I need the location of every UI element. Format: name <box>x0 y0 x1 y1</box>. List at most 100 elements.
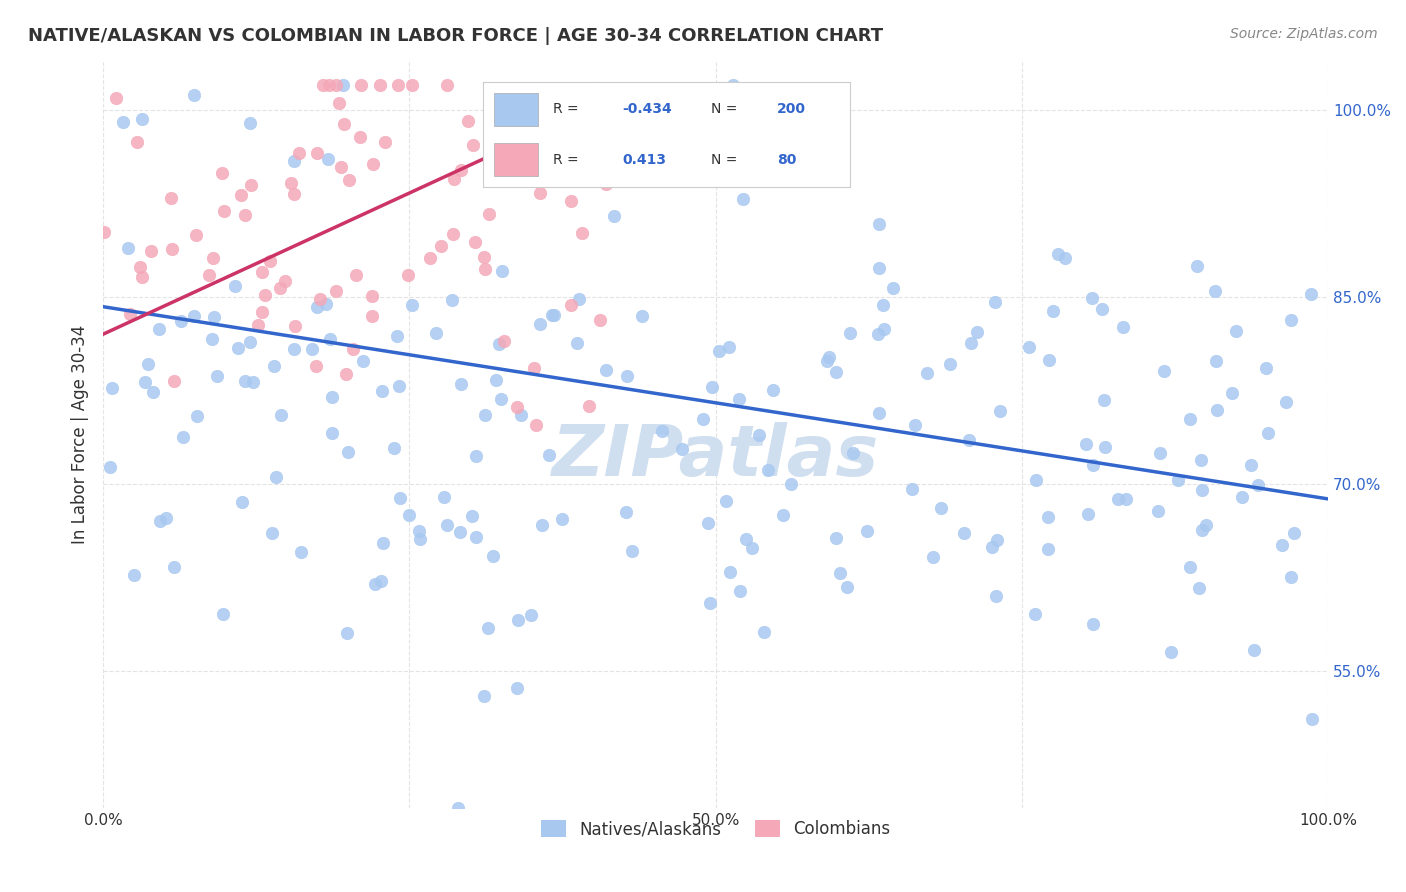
Point <box>491 264 513 278</box>
Point <box>333 117 356 131</box>
Point <box>464 235 486 249</box>
Point <box>1077 508 1099 522</box>
Point <box>1191 483 1213 497</box>
Point <box>1275 394 1298 409</box>
Point <box>1107 492 1129 507</box>
Point <box>226 341 249 355</box>
Point <box>922 550 945 565</box>
Point <box>450 162 472 177</box>
Point <box>1205 354 1227 368</box>
Point <box>472 690 495 704</box>
Point <box>112 114 135 128</box>
Point <box>1178 411 1201 425</box>
Point <box>565 336 588 351</box>
Point <box>408 524 430 538</box>
Point <box>651 424 673 438</box>
Point <box>1081 291 1104 305</box>
Point <box>460 508 482 523</box>
Point <box>274 274 297 288</box>
Point <box>733 192 755 206</box>
Point <box>873 322 896 336</box>
Point <box>560 298 582 312</box>
Point <box>571 226 593 240</box>
Point <box>1094 440 1116 454</box>
Point <box>524 418 547 433</box>
Point <box>239 116 262 130</box>
Point <box>984 294 1007 309</box>
Point <box>1160 645 1182 659</box>
Point <box>702 380 724 394</box>
Point <box>163 560 186 574</box>
Point <box>568 293 591 307</box>
Point <box>603 209 626 223</box>
Legend: Natives/Alaskans, Colombians: Natives/Alaskans, Colombians <box>534 814 897 845</box>
Point <box>520 608 543 623</box>
Point <box>250 304 273 318</box>
Point <box>155 511 177 525</box>
Point <box>957 433 980 447</box>
Point <box>986 589 1008 603</box>
Point <box>125 135 148 149</box>
Point <box>337 172 360 186</box>
Point <box>1239 458 1261 473</box>
Point <box>332 78 354 92</box>
Point <box>1243 642 1265 657</box>
Point <box>328 96 350 111</box>
Point <box>748 427 770 442</box>
Point <box>120 307 142 321</box>
Point <box>855 524 877 539</box>
Point <box>321 390 343 404</box>
Point <box>388 378 411 392</box>
Point <box>100 381 122 395</box>
Point <box>224 279 246 293</box>
Point <box>1091 301 1114 316</box>
Point <box>371 384 394 398</box>
Point <box>1074 437 1097 451</box>
Point <box>717 340 740 354</box>
Point <box>162 374 184 388</box>
Point <box>350 78 373 92</box>
Point <box>239 335 262 350</box>
Point <box>283 154 305 169</box>
Point <box>481 549 503 563</box>
Point <box>305 146 328 161</box>
Point <box>478 207 501 221</box>
Point <box>779 477 801 491</box>
Point <box>1112 320 1135 334</box>
Point <box>558 172 581 186</box>
Point <box>756 463 779 477</box>
Point <box>269 280 291 294</box>
Point <box>136 357 159 371</box>
Point <box>211 607 233 621</box>
Point <box>868 260 890 275</box>
Point <box>508 613 530 627</box>
Point <box>464 449 486 463</box>
Point <box>443 172 465 186</box>
Point <box>330 160 353 174</box>
Point <box>170 314 193 328</box>
Point <box>474 409 496 423</box>
Point <box>396 268 419 283</box>
Point <box>1081 616 1104 631</box>
Point <box>1053 251 1076 265</box>
Point <box>1301 712 1323 726</box>
Point <box>1153 363 1175 377</box>
Point <box>398 508 420 522</box>
Point <box>868 406 890 420</box>
Point <box>491 392 513 406</box>
Point <box>727 392 749 406</box>
Point <box>523 360 546 375</box>
Point <box>1083 458 1105 473</box>
Point <box>401 297 423 311</box>
Point <box>931 500 953 515</box>
Point <box>318 78 340 92</box>
Point <box>762 383 785 397</box>
Point <box>250 265 273 279</box>
Point <box>382 441 405 455</box>
Point <box>305 301 328 315</box>
Point <box>304 359 326 373</box>
Point <box>311 78 333 92</box>
Point <box>1167 473 1189 487</box>
Point <box>465 530 488 544</box>
Point <box>868 217 890 231</box>
